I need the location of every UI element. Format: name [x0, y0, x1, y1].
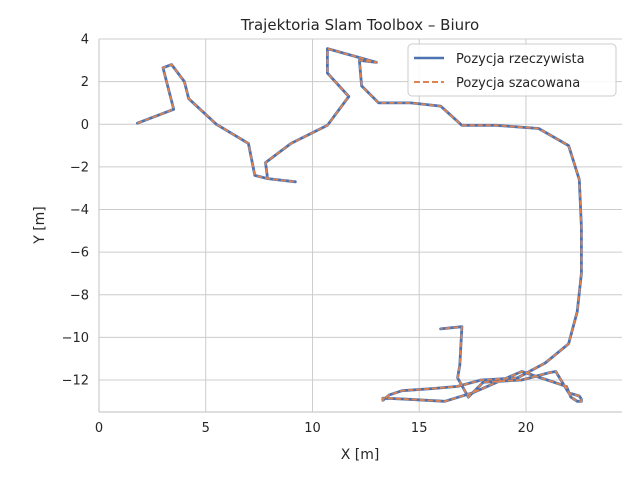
grid [98, 38, 622, 412]
x-tick-label: 0 [95, 421, 103, 436]
y-axis-label: Y [m] [32, 206, 48, 245]
x-axis-label: X [m] [341, 447, 380, 463]
legend: Pozycja rzeczywista Pozycja szacowana [407, 43, 617, 97]
legend-label-pozycja-rzeczywista: Pozycja rzeczywista [456, 52, 585, 67]
legend-box [407, 43, 617, 97]
series-line-pozycja-szacowana [137, 47, 583, 403]
x-tick-label: 15 [411, 421, 428, 436]
y-tick-label: −2 [70, 160, 89, 175]
y-tick-label: −10 [62, 331, 89, 346]
x-tick-label: 10 [304, 421, 321, 436]
series-layer [135, 47, 583, 403]
chart-title: Trajektoria Slam Toolbox – Biuro [240, 16, 479, 34]
y-tick-label: 2 [81, 75, 89, 90]
x-tick-label: 5 [202, 421, 210, 436]
legend-label-pozycja-szacowana: Pozycja szacowana [456, 76, 580, 91]
y-tick-label: −6 [70, 246, 89, 261]
y-tick-label: −8 [70, 288, 89, 303]
y-tick-label: −12 [62, 374, 89, 389]
y-tick-label: 4 [81, 33, 89, 48]
series-line-pozycja-rzeczywista [135, 47, 583, 403]
x-tick-label: 20 [518, 421, 535, 436]
y-tick-label: 0 [81, 118, 89, 133]
y-tick-label: −4 [70, 203, 89, 218]
